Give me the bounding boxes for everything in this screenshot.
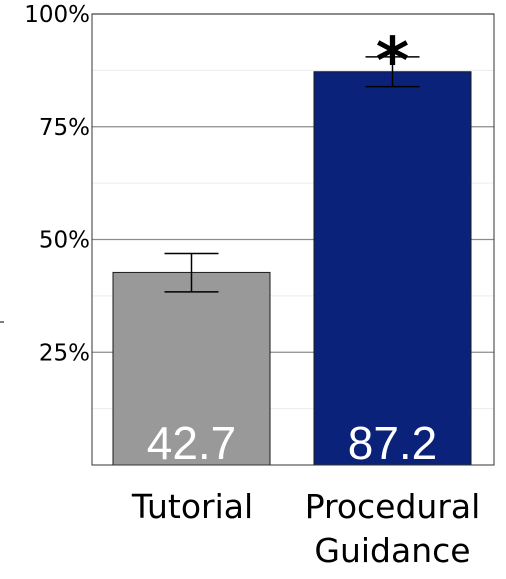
y-tick-label: 100% bbox=[24, 2, 90, 28]
plot-frame bbox=[91, 13, 495, 466]
category-label: Procedural bbox=[305, 487, 481, 526]
bars bbox=[112, 71, 472, 466]
category-label: Guidance bbox=[314, 531, 470, 570]
error-bars bbox=[164, 56, 420, 293]
significance-marker: * bbox=[376, 25, 409, 99]
y-tick-label: 50% bbox=[39, 228, 90, 254]
bar bbox=[112, 271, 271, 466]
data-label: 42.7 bbox=[147, 417, 237, 469]
labels: 25% 50% 75% 100% 42.7 Tutorial 87.2 Procedural G… bbox=[24, 2, 480, 570]
bar bbox=[313, 71, 472, 466]
category-label: Tutorial bbox=[131, 487, 253, 526]
y-tick-label: 75% bbox=[39, 115, 90, 141]
y-tick-label: 25% bbox=[39, 340, 90, 366]
data-label: 87.2 bbox=[348, 417, 438, 469]
